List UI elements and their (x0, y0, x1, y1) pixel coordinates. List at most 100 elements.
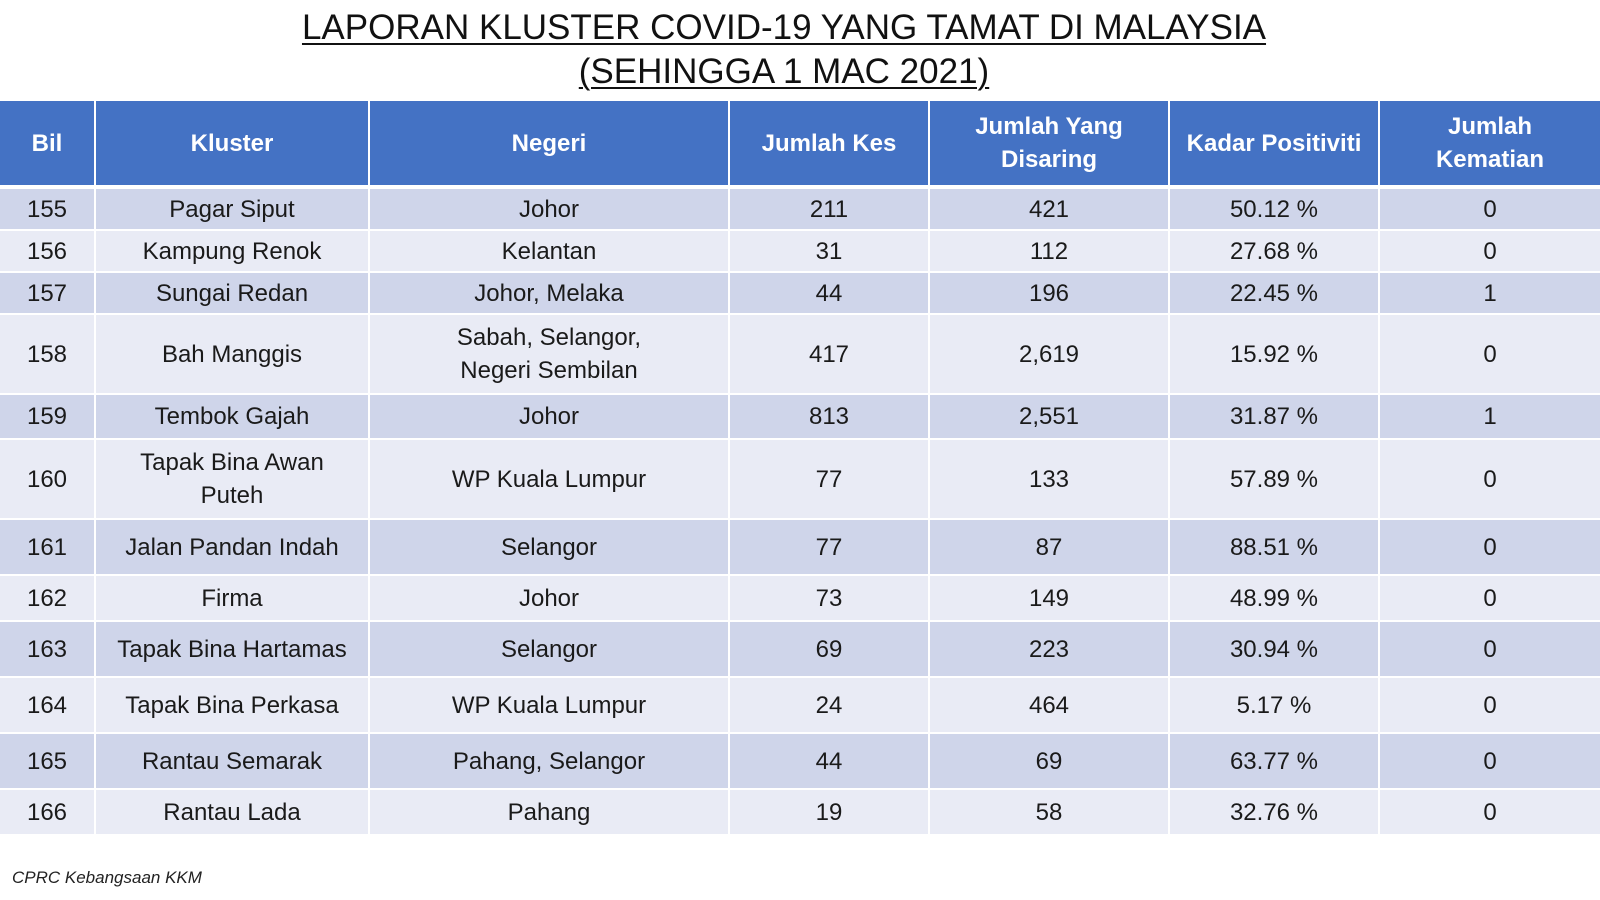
cell-jumlah-kematian: 0 (1380, 622, 1600, 678)
cell-negeri-line1: WP Kuala Lumpur (451, 465, 647, 493)
cell-negeri-line1: Johor (518, 403, 580, 430)
cell-negeri-line1: Johor (518, 584, 580, 612)
title-line-1: LAPORAN KLUSTER COVID-19 YANG TAMAT DI M… (301, 8, 1267, 47)
cell-kadar-positiviti: 15.92 % (1170, 315, 1380, 395)
cell-kadar-positiviti: 27.68 % (1170, 231, 1380, 273)
cell-jumlah-disaring: 2,551 (930, 395, 1170, 440)
cell-kadar-positiviti: 48.99 % (1170, 576, 1380, 622)
cell-negeri: Sabah, Selangor, Negeri Sembilan (370, 315, 730, 395)
cell-jumlah-kes: 417 (730, 315, 930, 395)
cell-kadar-positiviti: 22.45 % (1170, 273, 1380, 315)
header-bil: Bil (0, 101, 96, 189)
cell-kadar-positiviti: 5.17 % (1170, 678, 1380, 734)
cell-kadar-positiviti: 50.12 % (1170, 189, 1380, 231)
cell-kluster-line1: Tapak Bina Awan (140, 449, 324, 476)
cell-jumlah-disaring: 133 (930, 440, 1170, 520)
cell-jumlah-kematian: 0 (1380, 678, 1600, 734)
header-bil-label: Bil (31, 129, 63, 157)
cell-kadar-positiviti: 63.77 % (1170, 734, 1380, 790)
cell-kluster-line1: Rantau Lada (163, 798, 301, 826)
table-row: 157 Sungai Redan Johor, Melaka 44 196 22… (0, 273, 1600, 315)
cell-negeri-line1: Johor (518, 195, 580, 223)
cell-bil: 160 (0, 440, 96, 520)
cell-negeri: Pahang (370, 790, 730, 836)
cell-kluster-line1: Bah Manggis (161, 340, 303, 368)
source-note: CPRC Kebangsaan KKM (12, 868, 202, 887)
header-jumlah-kematian-line2: Kematian (1435, 146, 1545, 173)
cell-negeri-line1: Pahang (507, 798, 591, 826)
cell-kluster-line1: Sungai Redan (155, 279, 309, 307)
cell-kluster: Tapak Bina Hartamas (96, 622, 370, 678)
cell-bil: 156 (0, 231, 96, 273)
header-kadar-positiviti: Kadar Positiviti (1170, 101, 1380, 189)
header-jumlah-kes-label: Jumlah Kes (761, 129, 897, 157)
cell-negeri-line2: Negeri Sembilan (460, 357, 638, 384)
cell-jumlah-kes: 19 (730, 790, 930, 836)
cell-kluster-line1: Tembok Gajah (154, 403, 310, 430)
cell-jumlah-kes: 77 (730, 520, 930, 576)
cell-negeri: Johor (370, 395, 730, 440)
cell-jumlah-kematian: 1 (1380, 395, 1600, 440)
cell-negeri: Johor (370, 576, 730, 622)
cell-negeri: Kelantan (370, 231, 730, 273)
cell-kluster-line1: Rantau Semarak (141, 747, 323, 775)
header-jumlah-kematian: Jumlah Kematian (1380, 101, 1600, 189)
cell-jumlah-kes: 69 (730, 622, 930, 678)
cell-negeri-line1: WP Kuala Lumpur (451, 691, 647, 719)
table-row: 165 Rantau Semarak Pahang, Selangor 44 6… (0, 734, 1600, 790)
cell-jumlah-kematian: 0 (1380, 734, 1600, 790)
cell-bil: 159 (0, 395, 96, 440)
cell-negeri: Selangor (370, 622, 730, 678)
cell-jumlah-kes: 44 (730, 734, 930, 790)
cell-kluster: Kampung Renok (96, 231, 370, 273)
cell-jumlah-kes: 31 (730, 231, 930, 273)
cell-kluster: Jalan Pandan Indah (96, 520, 370, 576)
cell-bil: 155 (0, 189, 96, 231)
cell-jumlah-kematian: 0 (1380, 576, 1600, 622)
cluster-report-table: Bil Kluster Negeri Jumlah Kes Jumlah Yan… (0, 101, 1600, 836)
cell-jumlah-kes: 211 (730, 189, 930, 231)
cell-negeri-line1: Selangor (500, 635, 598, 663)
cell-kluster: Rantau Lada (96, 790, 370, 836)
cell-negeri: Johor, Melaka (370, 273, 730, 315)
cell-jumlah-disaring: 196 (930, 273, 1170, 315)
cell-kluster: Tapak Bina Perkasa (96, 678, 370, 734)
cell-bil: 161 (0, 520, 96, 576)
cell-bil: 157 (0, 273, 96, 315)
table-row: 166 Rantau Lada Pahang 19 58 32.76 % 0 (0, 790, 1600, 836)
cell-jumlah-disaring: 87 (930, 520, 1170, 576)
cell-jumlah-disaring: 112 (930, 231, 1170, 273)
cell-bil: 162 (0, 576, 96, 622)
cell-jumlah-kematian: 0 (1380, 440, 1600, 520)
table-row: 160 Tapak Bina Awan Puteh WP Kuala Lumpu… (0, 440, 1600, 520)
cell-kadar-positiviti: 88.51 % (1170, 520, 1380, 576)
cell-jumlah-kes: 77 (730, 440, 930, 520)
title-line-2: (SEHINGGA 1 MAC 2021) (578, 52, 990, 91)
table-row: 156 Kampung Renok Kelantan 31 112 27.68 … (0, 231, 1600, 273)
cell-negeri: Johor (370, 189, 730, 231)
cell-jumlah-disaring: 149 (930, 576, 1170, 622)
cell-jumlah-disaring: 421 (930, 189, 1170, 231)
table-row: 164 Tapak Bina Perkasa WP Kuala Lumpur 2… (0, 678, 1600, 734)
cell-kadar-positiviti: 57.89 % (1170, 440, 1380, 520)
table-header-row: Bil Kluster Negeri Jumlah Kes Jumlah Yan… (0, 101, 1600, 189)
header-jumlah-disaring-line1: Jumlah Yang (975, 113, 1123, 140)
cell-jumlah-kematian: 0 (1380, 315, 1600, 395)
cell-kluster-line1: Tapak Bina Perkasa (125, 691, 339, 719)
header-kluster-label: Kluster (190, 129, 274, 157)
cell-negeri-line1: Kelantan (501, 237, 597, 265)
table-row: 162 Firma Johor 73 149 48.99 % 0 (0, 576, 1600, 622)
header-jumlah-kematian-line1: Jumlah (1447, 113, 1533, 140)
cell-kluster: Tapak Bina Awan Puteh (96, 440, 370, 520)
table-row: 155 Pagar Siput Johor 211 421 50.12 % 0 (0, 189, 1600, 231)
cell-jumlah-kes: 24 (730, 678, 930, 734)
cell-kluster: Rantau Semarak (96, 734, 370, 790)
header-jumlah-disaring-line2: Disaring (1000, 146, 1098, 173)
cell-jumlah-disaring: 464 (930, 678, 1170, 734)
cell-negeri-line1: Johor, Melaka (474, 279, 624, 307)
cell-jumlah-kematian: 1 (1380, 273, 1600, 315)
header-kadar-positiviti-label: Kadar Positiviti (1186, 129, 1362, 157)
cell-kluster: Bah Manggis (96, 315, 370, 395)
cell-negeri: Selangor (370, 520, 730, 576)
cell-negeri-line1: Pahang, Selangor (452, 747, 646, 775)
